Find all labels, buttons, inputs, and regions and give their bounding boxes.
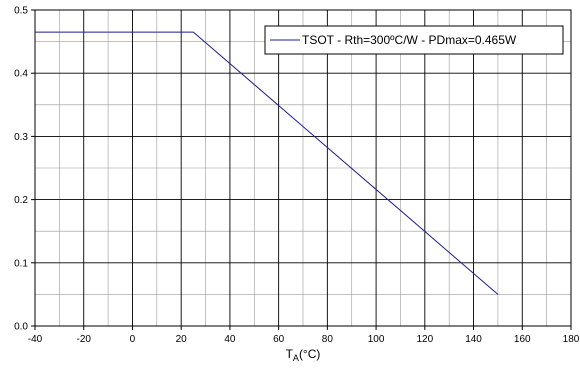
y-tick-label: 0.4 — [14, 69, 28, 80]
legend-label: TSOT - Rth=300ºC/W - PDmax=0.465W — [302, 33, 517, 47]
y-tick-label: 0.1 — [14, 258, 28, 269]
x-axis-title-unit: (°C) — [299, 347, 320, 361]
x-tick-label: 140 — [465, 334, 482, 345]
x-tick-label: -20 — [77, 334, 92, 345]
y-tick-label: 0.5 — [14, 6, 28, 17]
x-axis-ticks: -40 -20 0 20 40 60 80 100 120 140 160 180 — [28, 326, 580, 345]
x-axis-title: TA(°C) — [286, 347, 321, 363]
x-tick-label: 60 — [273, 334, 285, 345]
series-line — [35, 31, 499, 295]
x-tick-label: 100 — [368, 334, 385, 345]
plot-border — [34, 9, 572, 327]
y-tick-label: 0.2 — [14, 195, 28, 206]
x-axis-title-main: T — [286, 347, 294, 361]
minor-grid — [35, 10, 571, 326]
legend: TSOT - Rth=300ºC/W - PDmax=0.465W — [264, 25, 564, 55]
x-tick-label: 80 — [322, 334, 334, 345]
x-tick-label: 20 — [176, 334, 188, 345]
y-tick-label: 0.0 — [14, 322, 28, 333]
x-tick-label: -40 — [28, 334, 43, 345]
x-tick-label: 180 — [563, 334, 580, 345]
x-axis-title-subscript: A — [293, 353, 299, 363]
x-tick-label: 0 — [130, 334, 136, 345]
x-tick-label: 40 — [224, 334, 236, 345]
y-axis-ticks: 0.0 0.1 0.2 0.3 0.4 0.5 — [14, 6, 35, 333]
x-tick-label: 120 — [416, 334, 433, 345]
x-tick-label: 160 — [514, 334, 531, 345]
series-layer — [35, 31, 499, 295]
legend-box — [264, 25, 564, 55]
y-tick-label: 0.3 — [14, 132, 28, 143]
